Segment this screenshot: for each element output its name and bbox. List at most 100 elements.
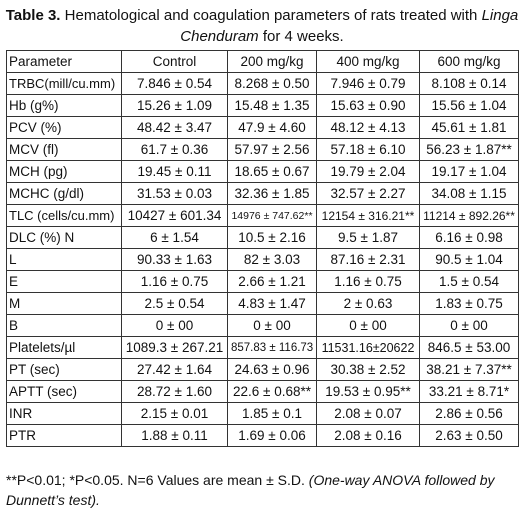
row-label: Platelets/µl xyxy=(6,336,122,359)
cell: 19.45 ± 0.11 xyxy=(121,160,228,183)
row-label: PTR xyxy=(6,424,122,447)
cell: 34.08 ± 1.15 xyxy=(419,182,519,205)
table-row: MCH (pg) 19.45 ± 0.11 18.65 ± 0.67 19.79 ± … xyxy=(6,160,519,183)
cell: 0 ± 00 xyxy=(316,314,420,337)
cell: 32.57 ± 2.27 xyxy=(316,182,420,205)
cell: 6 ± 1.54 xyxy=(121,226,228,249)
cell: 15.26 ± 1.09 xyxy=(121,94,228,117)
row-label: PCV (%) xyxy=(6,116,122,139)
cell: 1.69 ± 0.06 xyxy=(227,424,317,447)
table-row: Hb (g%) 15.26 ± 1.09 15.48 ± 1.35 15.63 ± 0… xyxy=(6,94,519,117)
cell: 90.33 ± 1.63 xyxy=(121,248,228,271)
cell: 30.38 ± 2.52 xyxy=(316,358,420,381)
cell: 15.48 ± 1.35 xyxy=(227,94,317,117)
table-row: Platelets/µl 1089.3 ± 267.21 857.83 ± 116.… xyxy=(6,336,519,359)
table-row: PCV (%) 48.42 ± 3.47 47.9 ± 4.60 48.12 ± 4.… xyxy=(6,116,519,139)
cell: 600 mg/kg xyxy=(419,50,519,73)
cell: Control xyxy=(121,50,228,73)
cell: 2.15 ± 0.01 xyxy=(121,402,228,425)
data-table: Parameter Control 200 mg/kg 400 mg/kg 600 mg… xyxy=(6,50,519,447)
cell: 857.83 ± 116.73 xyxy=(227,336,317,359)
cell: 10.5 ± 2.16 xyxy=(227,226,317,249)
cell: 57.97 ± 2.56 xyxy=(227,138,317,161)
cell: 33.21 ± 8.71* xyxy=(419,380,519,403)
cell: 4.83 ± 1.47 xyxy=(227,292,317,315)
title-text: Hematological and coagulation parameters… xyxy=(64,7,478,24)
cell: 87.16 ± 2.31 xyxy=(316,248,420,271)
row-label: Hb (g%) xyxy=(6,94,122,117)
cell: 61.7 ± 0.36 xyxy=(121,138,228,161)
row-label: E xyxy=(6,270,122,293)
cell: 11531.16±20622 xyxy=(316,336,420,359)
cell: 12154 ± 316.21** xyxy=(316,204,420,227)
cell: 28.72 ± 1.60 xyxy=(121,380,228,403)
cell: 15.63 ± 0.90 xyxy=(316,94,420,117)
cell: 2.5 ± 0.54 xyxy=(121,292,228,315)
title-italic: Linga Chenduram xyxy=(180,7,519,45)
cell: 82 ± 3.03 xyxy=(227,248,317,271)
cell: 6.16 ± 0.98 xyxy=(419,226,519,249)
row-label: TRBC(mill/cu.mm) xyxy=(6,72,122,95)
table-label: Table 3. xyxy=(5,7,61,24)
cell: 22.6 ± 0.68** xyxy=(227,380,317,403)
cell: 2.08 ± 0.16 xyxy=(316,424,420,447)
cell: 400 mg/kg xyxy=(316,50,420,73)
row-label: MCHC (g/dl) xyxy=(6,182,122,205)
cell: 1.88 ± 0.11 xyxy=(121,424,228,447)
cell: 1.83 ± 0.75 xyxy=(419,292,519,315)
cell: 11214 ± 892.26** xyxy=(419,204,519,227)
cell: 19.53 ± 0.95** xyxy=(316,380,420,403)
cell: 1.5 ± 0.54 xyxy=(419,270,519,293)
cell: 56.23 ± 1.87** xyxy=(419,138,519,161)
row-label: TLC (cells/cu.mm) xyxy=(6,204,122,227)
cell: 200 mg/kg xyxy=(227,50,317,73)
table-row: PT (sec) 27.42 ± 1.64 24.63 ± 0.96 30.38 ± … xyxy=(6,358,519,381)
cell: 45.61 ± 1.81 xyxy=(419,116,519,139)
footnote-text: **P<0.01; *P<0.05. N=6 Values are mean ±… xyxy=(6,472,305,488)
row-label: PT (sec) xyxy=(6,358,122,381)
cell: 48.42 ± 3.47 xyxy=(121,116,228,139)
cell: 7.846 ± 0.54 xyxy=(121,72,228,95)
cell: 47.9 ± 4.60 xyxy=(227,116,317,139)
cell: 9.5 ± 1.87 xyxy=(316,226,420,249)
cell: 24.63 ± 0.96 xyxy=(227,358,317,381)
table-row: MCHC (g/dl) 31.53 ± 0.03 32.36 ± 1.85 32.57… xyxy=(6,182,519,205)
cell: 7.946 ± 0.79 xyxy=(316,72,420,95)
row-label: DLC (%) N xyxy=(6,226,122,249)
cell: 19.17 ± 1.04 xyxy=(419,160,519,183)
cell: 57.18 ± 6.10 xyxy=(316,138,420,161)
cell: 0 ± 00 xyxy=(227,314,317,337)
table-row: APTT (sec) 28.72 ± 1.60 22.6 ± 0.68** 19.53… xyxy=(6,380,519,403)
row-label: APTT (sec) xyxy=(6,380,122,403)
cell: 14976 ± 747.62** xyxy=(227,204,317,227)
table-row: E 1.16 ± 0.75 2.66 ± 1.21 1.16 ± 0.75 1.5 ± … xyxy=(6,270,519,293)
row-label: M xyxy=(6,292,122,315)
table-row: M 2.5 ± 0.54 4.83 ± 1.47 2 ± 0.63 1.83 ± 0.7… xyxy=(6,292,519,315)
cell: 1.16 ± 0.75 xyxy=(316,270,420,293)
cell: 10427 ± 601.34 xyxy=(121,204,228,227)
cell: 2 ± 0.63 xyxy=(316,292,420,315)
cell: 2.86 ± 0.56 xyxy=(419,402,519,425)
cell: 2.08 ± 0.07 xyxy=(316,402,420,425)
footnote-italic: (One-way ANOVA followed by Dunnett’s tes… xyxy=(6,472,495,508)
table-title: Table 3. Hematological and coagulation p… xyxy=(0,5,524,47)
row-label: MCH (pg) xyxy=(6,160,122,183)
row-label: L xyxy=(6,248,122,271)
cell: 32.36 ± 1.85 xyxy=(227,182,317,205)
table-row: INR 2.15 ± 0.01 1.85 ± 0.1 2.08 ± 0.07 2.86 … xyxy=(6,402,519,425)
row-label: Parameter xyxy=(6,50,122,73)
cell: 1.16 ± 0.75 xyxy=(121,270,228,293)
cell: 0 ± 00 xyxy=(419,314,519,337)
cell: 18.65 ± 0.67 xyxy=(227,160,317,183)
cell: 8.268 ± 0.50 xyxy=(227,72,317,95)
cell: 8.108 ± 0.14 xyxy=(419,72,519,95)
cell: 90.5 ± 1.04 xyxy=(419,248,519,271)
cell: 27.42 ± 1.64 xyxy=(121,358,228,381)
cell: 0 ± 00 xyxy=(121,314,228,337)
cell: 1089.3 ± 267.21 xyxy=(121,336,228,359)
cell: 2.63 ± 0.50 xyxy=(419,424,519,447)
cell: 48.12 ± 4.13 xyxy=(316,116,420,139)
